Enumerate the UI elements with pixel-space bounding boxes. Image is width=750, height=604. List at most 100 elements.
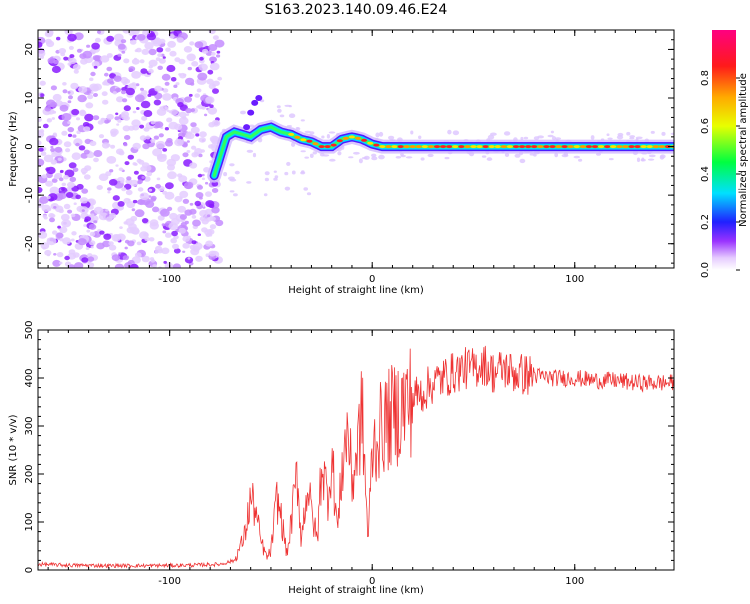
noise-blob [118, 43, 126, 50]
faint-blob [312, 151, 317, 155]
noise-blob [68, 162, 77, 169]
noise-blob [78, 86, 88, 94]
ridge-core [592, 145, 598, 149]
noise-blob [209, 56, 217, 63]
noise-blob [143, 110, 153, 117]
noise-blob [72, 134, 77, 138]
faint-blob [659, 154, 666, 159]
ridge-core [488, 145, 495, 149]
faint-blob [504, 152, 510, 157]
noise-blob [100, 55, 110, 63]
ridge-branch [243, 124, 251, 131]
noise-blob [38, 41, 43, 48]
noise-blob [64, 255, 70, 261]
noise-blob [128, 31, 135, 36]
noise-blob [75, 142, 80, 147]
noise-blob [75, 194, 81, 200]
faint-blob [284, 171, 289, 176]
noise-blob [192, 219, 201, 227]
ridge-core [640, 145, 647, 149]
ridge-core [427, 145, 434, 149]
noise-blob [141, 176, 145, 179]
noise-blob [93, 150, 103, 157]
noise-blob [83, 149, 90, 155]
ridge-core [634, 145, 641, 149]
noise-blob [116, 96, 124, 103]
noise-blob [155, 140, 166, 149]
noise-blob [187, 257, 191, 260]
noise-blob [104, 119, 110, 124]
faint-blob [229, 190, 235, 193]
noise-blob [123, 78, 131, 84]
noise-blob [58, 177, 64, 182]
noise-blob [209, 104, 214, 108]
noise-blob [132, 110, 137, 114]
noise-blob [38, 49, 46, 58]
noise-blob [155, 57, 161, 62]
noise-blob [207, 214, 211, 218]
ridge-core [421, 145, 428, 149]
noise-blob [164, 106, 169, 110]
noise-blob [58, 261, 63, 265]
noise-blob [114, 263, 124, 268]
noise-blob [120, 180, 125, 184]
noise-blob [89, 140, 97, 147]
noise-blob [52, 259, 61, 267]
colorbar-tick-label: 0.2 [700, 214, 711, 230]
noise-blob [189, 41, 195, 46]
noise-blob [106, 35, 115, 42]
noise-blob [140, 100, 151, 109]
noise-blob [45, 38, 52, 45]
snr-series-line [38, 345, 674, 569]
y-tick-label: 10 [24, 92, 35, 105]
ridge-core [555, 145, 562, 149]
noise-blob [217, 76, 223, 81]
noise-blob [196, 88, 202, 93]
faint-blob [606, 133, 610, 136]
ridge-core [324, 145, 331, 149]
noise-blob [165, 182, 174, 190]
noise-blob [198, 137, 206, 143]
noise-blob [170, 109, 179, 116]
noise-blob [90, 245, 94, 249]
noise-blob [67, 209, 73, 214]
noise-blob [40, 151, 47, 156]
noise-blob [69, 176, 77, 183]
ridge-core [336, 139, 343, 143]
noise-blob [80, 167, 88, 174]
noise-blob [214, 39, 225, 48]
faint-blob [233, 193, 238, 197]
noise-blob [68, 45, 74, 50]
faint-blob [608, 158, 614, 161]
noise-blob [152, 264, 158, 268]
noise-blob [131, 82, 137, 86]
noise-blob [137, 187, 144, 192]
ridge-core [610, 145, 617, 149]
y-tick-label: 400 [24, 368, 35, 387]
faint-blob [400, 153, 404, 156]
noise-blob [125, 218, 135, 226]
ridge-core [525, 145, 532, 149]
noise-blob [183, 73, 187, 77]
noise-blob [41, 174, 47, 179]
noise-blob [86, 44, 91, 48]
noise-blob [44, 249, 52, 256]
noise-blob [209, 62, 220, 71]
y-tick-label: 0 [24, 567, 35, 573]
noise-blob [139, 135, 147, 141]
snr-ticks: -100 0 100 0 100 200 300 400 500 [24, 320, 674, 587]
faint-blob [533, 153, 537, 157]
noise-blob [205, 200, 215, 208]
ridge-core [379, 145, 386, 149]
noise-blob [201, 177, 206, 181]
noise-blob [211, 206, 220, 214]
noise-blob [87, 94, 94, 100]
noise-blob [158, 58, 166, 64]
noise-blob [106, 113, 114, 120]
heatmap-xlabel: Height of straight line (km) [288, 285, 424, 296]
faint-blob [322, 154, 330, 157]
noise-blob [170, 218, 180, 226]
faint-blob [486, 157, 493, 161]
noise-blob [178, 73, 182, 76]
